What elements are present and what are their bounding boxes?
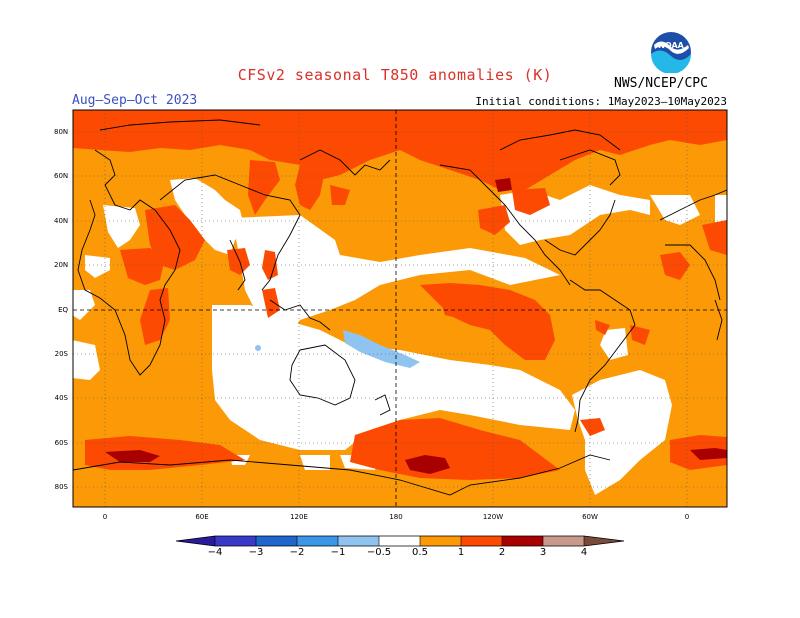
lat-tick: 80S bbox=[54, 483, 68, 491]
lat-tick: 20S bbox=[54, 350, 68, 358]
colorbar-label: −3 bbox=[248, 547, 264, 558]
colorbar-label: −2 bbox=[289, 547, 305, 558]
colorbar bbox=[175, 535, 625, 547]
colorbar-minus2-minus1 bbox=[297, 536, 338, 546]
lat-tick: 80N bbox=[54, 128, 69, 136]
map-title: CFSv2 seasonal T850 anomalies (K) bbox=[237, 66, 553, 84]
lat-tick: 60N bbox=[54, 172, 69, 180]
anomaly-field bbox=[73, 110, 727, 507]
forecast-period: Aug–Sep–Oct 2023 bbox=[72, 93, 198, 108]
lon-tick: 60W bbox=[582, 513, 598, 521]
coastlines bbox=[73, 119, 727, 496]
warm-anomaly-1-2 bbox=[73, 110, 727, 480]
lon-tick: 180 bbox=[389, 513, 403, 521]
colorbar-label: −4 bbox=[207, 547, 223, 558]
lon-tick: 60E bbox=[195, 513, 209, 521]
warm-anomaly-2-3 bbox=[105, 178, 727, 474]
neutral-anomaly-regions bbox=[73, 122, 727, 495]
colorbar-label: 0.5 bbox=[412, 547, 428, 558]
lat-tick: 40S bbox=[54, 394, 68, 402]
colorbar-05-1 bbox=[420, 536, 461, 546]
lat-tick: 40N bbox=[54, 217, 69, 225]
colorbar-neutral bbox=[379, 536, 420, 546]
colorbar-lt-minus4 bbox=[176, 536, 215, 546]
colorbar-3-4 bbox=[543, 536, 584, 546]
lon-tick: 120E bbox=[290, 513, 308, 521]
logo-text: NOAA bbox=[658, 41, 684, 50]
cool-anomaly-region bbox=[255, 330, 420, 368]
colorbar-label: 4 bbox=[580, 547, 588, 558]
initial-conditions: Initial conditions: 1May2023–10May2023 bbox=[475, 95, 727, 108]
lat-tick: EQ bbox=[58, 306, 68, 314]
colorbar-minus1-minus05 bbox=[338, 536, 379, 546]
map-frame bbox=[72, 109, 728, 508]
colorbar-minus3-minus2 bbox=[256, 536, 297, 546]
colorbar-label: −0.5 bbox=[366, 547, 392, 558]
colorbar-label: 1 bbox=[457, 547, 465, 558]
lat-tick: 20N bbox=[54, 261, 69, 269]
lon-tick: 0 bbox=[102, 513, 108, 521]
colorbar-label: −1 bbox=[330, 547, 346, 558]
colorbar-gt-4 bbox=[584, 536, 624, 546]
grid-lines bbox=[73, 110, 727, 507]
colorbar-1-2 bbox=[461, 536, 502, 546]
colorbar-label: 2 bbox=[498, 547, 506, 558]
equator-dateline bbox=[73, 110, 727, 507]
lat-tick: 60S bbox=[54, 439, 68, 447]
lon-tick: 120W bbox=[482, 513, 504, 521]
noaa-logo-icon: NOAA bbox=[651, 32, 691, 73]
colorbar-minus4-minus3 bbox=[215, 536, 256, 546]
agency-label: NWS/NCEP/CPC bbox=[614, 76, 708, 91]
lon-tick: 0 bbox=[684, 513, 690, 521]
colorbar-2-3 bbox=[502, 536, 543, 546]
colorbar-label: 3 bbox=[539, 547, 547, 558]
